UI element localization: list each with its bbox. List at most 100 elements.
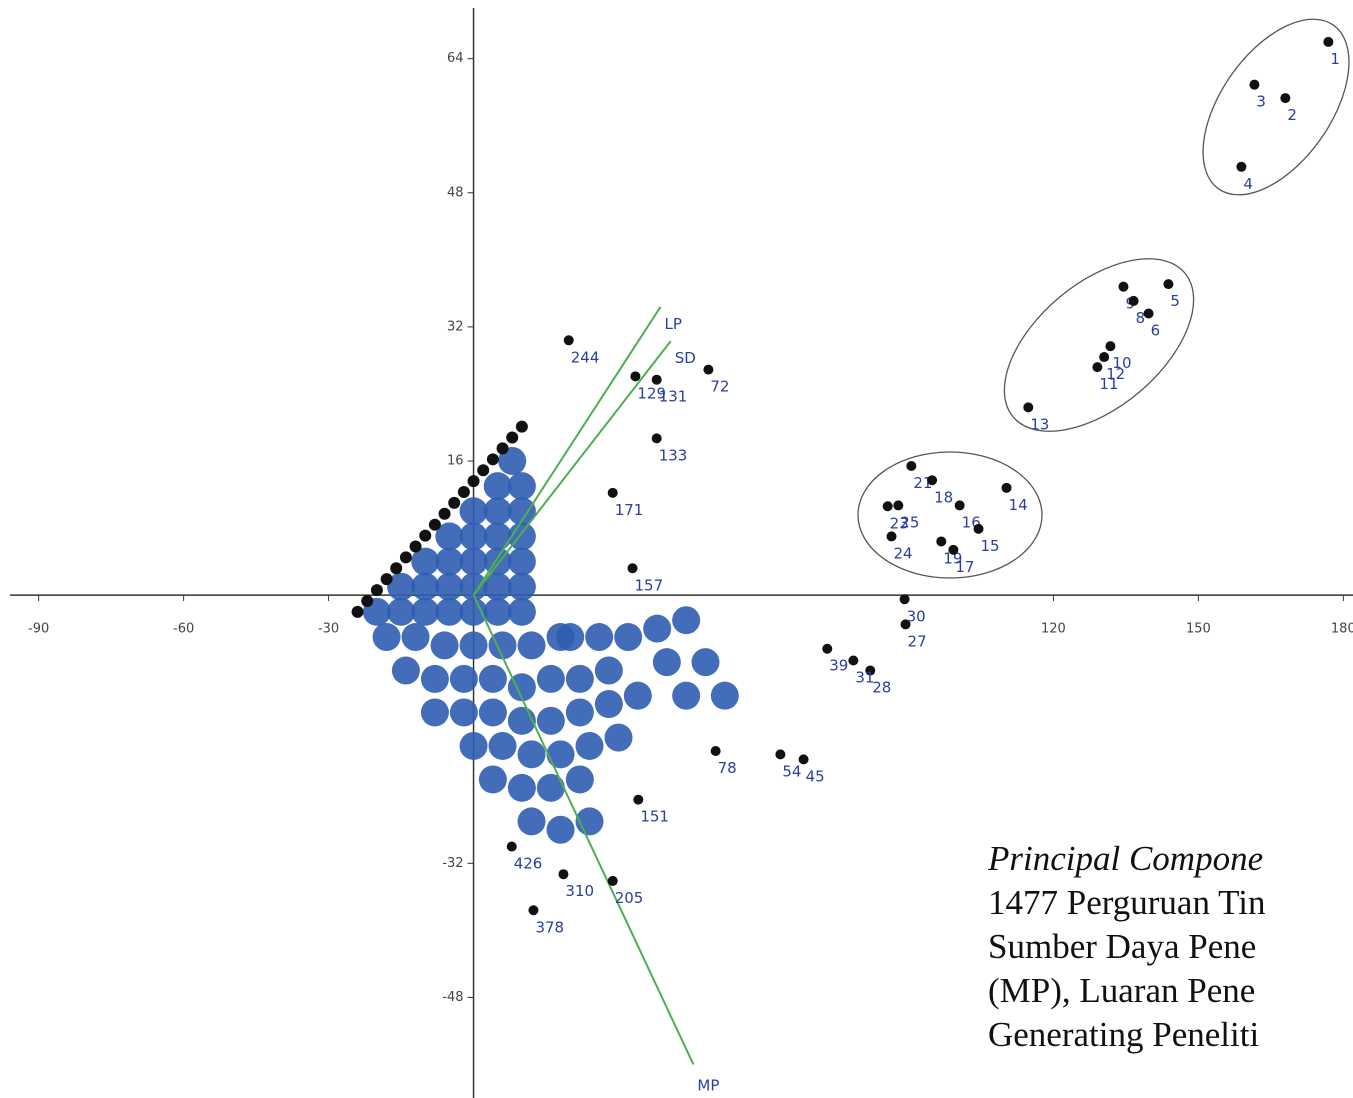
cluster-point	[435, 522, 464, 551]
point-label: 19	[943, 549, 962, 567]
edge-point	[496, 442, 509, 455]
vector-label: SD	[675, 349, 696, 367]
point	[1236, 161, 1247, 172]
edge-point	[370, 584, 383, 597]
point	[900, 619, 911, 630]
x-tick-label: 120	[1041, 622, 1066, 637]
point	[633, 794, 644, 805]
point	[627, 563, 638, 574]
point	[882, 501, 893, 512]
cluster-point	[459, 497, 488, 526]
point-label: 13	[1030, 415, 1049, 433]
point-label: 30	[907, 607, 926, 625]
point	[1023, 402, 1034, 413]
y-tick-label: 32	[447, 319, 464, 334]
cluster-point	[517, 807, 546, 836]
point	[865, 665, 876, 676]
x-tick-label: 150	[1186, 622, 1211, 637]
point-label: 1	[1330, 50, 1340, 68]
cluster-point	[411, 597, 440, 626]
cluster-point	[478, 664, 507, 693]
cluster-point	[565, 698, 594, 727]
point	[927, 475, 938, 486]
cluster-point	[691, 648, 720, 677]
cluster-point	[614, 623, 643, 652]
point	[798, 754, 809, 765]
point-label: 171	[615, 501, 644, 519]
cluster-point	[483, 522, 512, 551]
vector-label: LP	[665, 315, 682, 333]
cluster-point	[478, 698, 507, 727]
cluster-point	[556, 623, 585, 652]
cluster-point	[565, 765, 594, 794]
edge-point	[419, 529, 432, 542]
cluster-point	[483, 597, 512, 626]
edge-point	[351, 605, 364, 618]
point	[1001, 482, 1012, 493]
point	[1323, 36, 1334, 47]
point	[528, 905, 539, 916]
cluster-point	[411, 547, 440, 576]
point	[954, 500, 965, 511]
cluster-point	[478, 765, 507, 794]
edge-point	[361, 594, 374, 607]
cluster-point	[483, 572, 512, 601]
point-label: 15	[981, 537, 1000, 555]
loading-vector	[472, 340, 672, 596]
point	[1118, 281, 1129, 292]
cluster-point	[507, 773, 536, 802]
point	[558, 869, 569, 880]
edge-point	[409, 540, 422, 553]
point-label: 12	[1106, 365, 1125, 383]
edge-point	[477, 464, 490, 477]
point	[906, 461, 917, 472]
point	[1105, 341, 1116, 352]
caption-line: Generating Peneliti	[988, 1015, 1259, 1054]
point-label: 131	[659, 388, 688, 406]
point-label: 10	[1112, 354, 1131, 372]
cluster-point	[498, 446, 527, 475]
loading-vector	[472, 306, 662, 596]
point-label: 151	[640, 808, 669, 826]
edge-point	[457, 486, 470, 499]
point-label: 24	[894, 544, 913, 562]
cluster-point	[536, 706, 565, 735]
point-label: 133	[659, 446, 688, 464]
cluster-point	[435, 572, 464, 601]
cluster-point	[517, 631, 546, 660]
point	[848, 655, 859, 666]
point	[710, 745, 721, 756]
point	[1249, 79, 1260, 90]
cluster-point	[507, 572, 536, 601]
cluster-point	[387, 597, 416, 626]
point-label: 25	[900, 513, 919, 531]
edge-point	[428, 518, 441, 531]
point-label: 426	[514, 855, 543, 873]
edge-point	[506, 431, 519, 444]
point-label: 4	[1243, 175, 1253, 193]
y-tick-label: 48	[447, 185, 464, 200]
point-label: 11	[1099, 375, 1118, 393]
caption-line: 1477 Perguruan Tin	[988, 883, 1265, 922]
point-label: 28	[872, 679, 891, 697]
cluster-point	[565, 664, 594, 693]
point	[703, 364, 714, 375]
point-label: 129	[637, 384, 666, 402]
point-label: 157	[635, 576, 664, 594]
point	[607, 487, 618, 498]
caption-line: Principal Compone	[987, 839, 1263, 878]
x-tick-label: -60	[173, 622, 194, 637]
cluster-point	[459, 547, 488, 576]
cluster-point	[575, 731, 604, 760]
group-ellipse	[1003, 258, 1195, 432]
cluster-point	[507, 547, 536, 576]
point	[899, 594, 910, 605]
cluster-point	[672, 681, 701, 710]
point-label: 14	[1009, 496, 1028, 514]
cluster-point	[546, 740, 575, 769]
caption-line: Sumber Daya Pene	[988, 927, 1256, 966]
cluster-point	[672, 606, 701, 635]
point-label: 54	[782, 762, 801, 780]
cluster-point	[387, 572, 416, 601]
edge-point	[515, 420, 528, 433]
